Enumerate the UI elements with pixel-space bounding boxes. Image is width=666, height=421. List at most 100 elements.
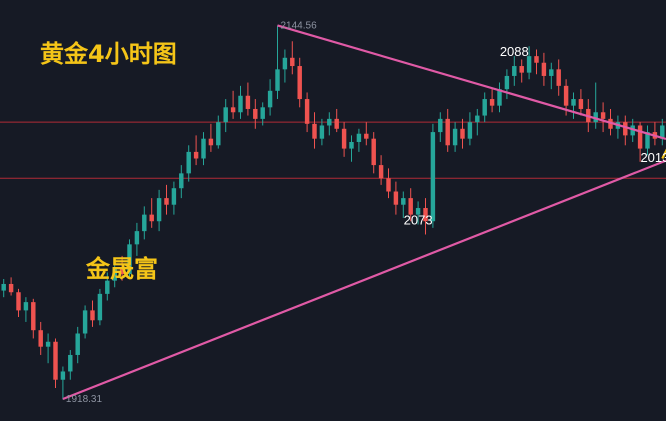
candle-body	[75, 333, 80, 355]
candle-body	[208, 138, 214, 146]
candle-body	[534, 56, 539, 63]
chart-title: 黄金4小时图	[40, 40, 177, 68]
candle-body	[327, 118, 332, 126]
candle-body	[541, 62, 547, 76]
horizontal-lines	[0, 121, 666, 179]
candle-body	[156, 198, 162, 222]
candle-body	[489, 99, 495, 106]
candle-body	[297, 66, 302, 100]
candle-body	[660, 125, 665, 139]
candle-body	[408, 198, 413, 215]
candle-body	[230, 107, 236, 113]
trendlines	[62, 24, 666, 401]
candle-body	[401, 198, 406, 205]
candle-body	[253, 108, 258, 119]
candle-body	[386, 178, 391, 192]
candle-body	[112, 267, 117, 281]
candle-body	[349, 141, 354, 149]
candle-body	[423, 208, 428, 222]
candle-body	[60, 371, 66, 380]
candle-body	[319, 125, 325, 139]
candle-body	[571, 99, 576, 106]
projection-arrows	[661, 148, 666, 159]
candle-body	[223, 107, 228, 123]
candle-body	[430, 132, 436, 222]
candle-body	[578, 99, 584, 109]
candle-body	[415, 208, 421, 215]
price-label: 2073	[404, 213, 433, 228]
candle-body	[275, 69, 280, 91]
candle-body	[127, 244, 132, 275]
candle-body	[504, 75, 510, 90]
candle-body	[105, 280, 110, 294]
candle-body	[45, 341, 51, 347]
price-extreme-label: 2144.56	[281, 20, 318, 31]
candle-body	[201, 138, 206, 159]
candle-body	[267, 90, 273, 108]
candle-body	[623, 122, 628, 136]
candle-body	[38, 330, 43, 347]
candle-body	[312, 123, 317, 139]
candle-body	[186, 151, 191, 174]
candle-body	[467, 122, 473, 139]
price-extreme-label: 1918.31	[66, 394, 103, 405]
candle-body	[378, 165, 384, 179]
price-label: 2088	[500, 44, 529, 59]
candle-body	[334, 118, 339, 129]
price-label: 2013	[640, 150, 666, 165]
candle-body	[238, 95, 243, 113]
candle-body	[460, 128, 465, 139]
candle-body	[563, 85, 569, 106]
candle-body	[171, 188, 177, 205]
candle-body	[23, 302, 29, 311]
candle-body	[8, 283, 14, 293]
candle-body	[593, 112, 598, 123]
candle-body	[90, 310, 95, 321]
candle-body	[82, 310, 88, 334]
candle-body	[519, 66, 524, 73]
candle-body	[164, 198, 169, 205]
candle-body	[475, 115, 480, 123]
candle-body	[549, 69, 554, 76]
candle-body	[364, 133, 369, 139]
candle-body	[512, 66, 517, 76]
candle-body	[630, 125, 635, 136]
candle-body	[245, 95, 251, 109]
candle-body	[149, 214, 154, 222]
projection-arrow	[661, 148, 666, 159]
candle-body	[260, 107, 265, 119]
watermark-text: 金晟富	[85, 255, 158, 283]
candle-body	[1, 283, 6, 291]
candle-body	[119, 267, 125, 275]
candle-body	[645, 132, 650, 149]
candle-body	[290, 57, 295, 67]
candle-body	[142, 214, 147, 232]
candle-body	[445, 118, 450, 146]
candle-body	[452, 128, 458, 146]
candle-body	[341, 128, 347, 149]
candle-body	[134, 231, 140, 245]
candle-body	[68, 354, 73, 372]
candle-body	[482, 99, 487, 116]
candle-body	[216, 122, 221, 146]
candle-body	[497, 89, 502, 106]
candle-body	[53, 341, 58, 380]
candle-body	[371, 138, 376, 166]
candle-body	[438, 118, 443, 133]
candle-body	[556, 69, 561, 86]
candle-body	[393, 191, 399, 205]
candle-body	[179, 173, 184, 189]
candle-body	[193, 151, 199, 159]
trendline	[277, 24, 666, 141]
candles	[1, 25, 665, 400]
candle-body	[637, 125, 643, 149]
candle-body	[31, 302, 36, 331]
candle-body	[600, 112, 606, 119]
candle-body	[304, 99, 310, 124]
candle-body	[16, 292, 21, 311]
candle-body	[282, 57, 288, 70]
